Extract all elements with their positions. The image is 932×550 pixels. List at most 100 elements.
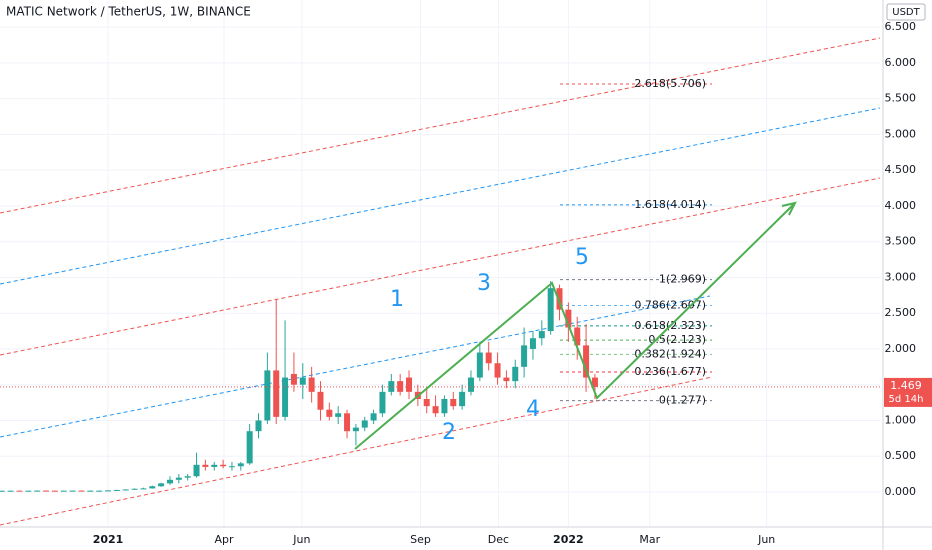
candle-body (397, 381, 404, 392)
candle-body (69, 490, 76, 492)
candle-body (352, 427, 359, 432)
candle-body (344, 413, 351, 432)
candle-body (158, 483, 165, 487)
last-price-box (884, 377, 932, 407)
candle-body (485, 352, 492, 364)
candle-body (220, 464, 227, 467)
candle-body (25, 490, 32, 492)
candle-body (467, 377, 474, 392)
y-tick-label: 4.000 (885, 199, 917, 212)
y-tick-label: 0.500 (885, 449, 917, 462)
currency: USDT (892, 7, 920, 18)
x-tick-label: Jun (292, 533, 310, 546)
candle-body (574, 327, 581, 346)
x-tick-label: Sep (410, 533, 431, 546)
y-tick-label: 3.000 (885, 270, 917, 283)
x-tick-label: 2022 (553, 533, 584, 546)
fib-label: 1(2.969) (659, 273, 706, 286)
y-tick-label: 3.500 (885, 235, 917, 248)
candle-body (441, 399, 448, 414)
axes: 0.0000.5001.0001.5002.0002.5003.0003.500… (93, 20, 932, 546)
candle-body (193, 464, 200, 477)
wave-label: 5 (575, 245, 589, 270)
candle-body (547, 288, 554, 332)
candle-body (556, 288, 563, 310)
fib-label: 1.618(4.014) (634, 198, 706, 211)
candle-body (494, 363, 501, 378)
candle-body (43, 490, 50, 492)
channel-line (0, 37, 881, 214)
channel-lines (0, 37, 881, 526)
wave-label: 1 (390, 287, 404, 312)
candle-body (237, 463, 244, 467)
candle-body (60, 490, 67, 492)
candle-body (273, 370, 280, 417)
candle-body (583, 345, 590, 378)
y-tick-label: 5.000 (885, 127, 917, 140)
candle-body (228, 466, 235, 468)
candle-body (264, 370, 271, 421)
candle-body (503, 377, 510, 382)
candle-body (512, 366, 519, 382)
candle-body (299, 377, 306, 385)
candle-body (175, 477, 182, 480)
candle-body (423, 399, 430, 407)
candle-body (246, 431, 253, 464)
candle-body (521, 345, 528, 367)
y-tick-label: 1.000 (885, 413, 917, 426)
channel-line (0, 107, 881, 285)
candle-body (96, 490, 103, 492)
y-tick-label: 6.500 (885, 20, 917, 33)
candle-body (202, 464, 209, 467)
channel-line (0, 376, 713, 526)
candle-body (105, 490, 112, 492)
fib-label: 0.236(1.677) (634, 365, 706, 378)
x-tick-label: 2021 (93, 533, 124, 546)
y-tick-label: 0.000 (885, 485, 917, 498)
y-tick-label: 2.000 (885, 342, 917, 355)
candle-body (308, 377, 315, 392)
countdown: 5d 14h (889, 394, 924, 405)
y-tick-label: 5.500 (885, 92, 917, 105)
candle-body (459, 391, 466, 407)
candle-body (565, 309, 572, 328)
currency-box (886, 3, 926, 21)
candle-body (432, 406, 439, 414)
wave-label: 4 (526, 397, 540, 422)
channel-line (0, 295, 711, 438)
candle-body (113, 489, 120, 491)
candle-body (290, 373, 297, 385)
x-tick-label: Dec (488, 533, 509, 546)
wave-label: 2 (442, 420, 456, 445)
candle-body (131, 488, 138, 490)
x-tick-label: Jun (757, 533, 775, 546)
candle-body (361, 420, 368, 428)
candle-body (450, 399, 457, 407)
grid (0, 0, 880, 527)
candle-body (370, 413, 377, 421)
candle-body (406, 377, 413, 392)
last-price-label: 1.469 (890, 379, 922, 392)
fib-label: 0.5(2.123) (648, 333, 706, 346)
candle-body (7, 490, 14, 492)
candle-body (388, 381, 395, 392)
candle-body (476, 352, 483, 378)
y-tick-label: 4.500 (885, 163, 917, 176)
candle-body (538, 331, 545, 339)
fib-retracement: 2.618(5.706)1.618(4.014)1(2.969)0.786(2.… (560, 77, 712, 407)
candle-body (149, 486, 156, 489)
candle-body (166, 479, 173, 484)
wave-label: 3 (477, 271, 491, 296)
candle-body (184, 476, 191, 478)
chart-title: MATIC Network / TetherUS, 1W, BINANCE (6, 5, 251, 19)
candle-body (140, 488, 147, 490)
candle-body (326, 409, 333, 417)
candles (0, 281, 598, 492)
channel-line (0, 177, 881, 356)
fib-label: 0(1.277) (659, 394, 706, 407)
x-tick-label: Mar (639, 533, 660, 546)
x-tick-label: Apr (214, 533, 234, 546)
fib-label: 0.382(1.924) (634, 347, 706, 360)
